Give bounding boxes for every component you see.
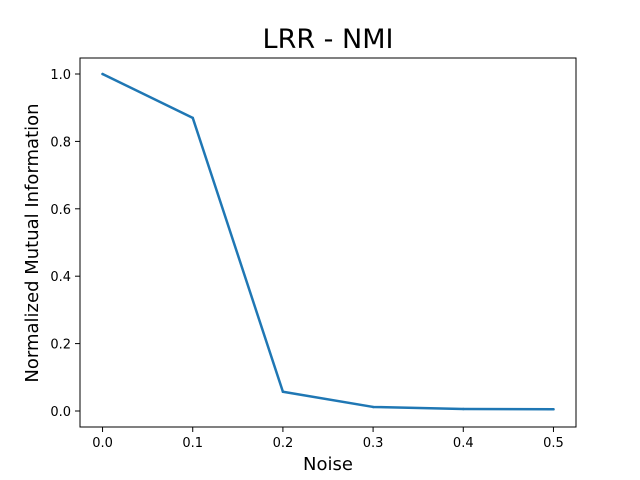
data-point <box>552 408 555 411</box>
plot-area-frame <box>79 57 577 428</box>
x-tick-label: 0.1 <box>182 436 203 451</box>
y-tick-label: 1.0 <box>50 68 71 83</box>
y-axis-label: Normalized Mutual Information <box>22 103 43 382</box>
x-axis-ticks: 0.0 0.1 0.2 0.3 0.4 0.5 <box>92 427 564 451</box>
series-points <box>101 72 555 411</box>
data-point <box>371 405 375 409</box>
y-tick-label: 0.4 <box>50 270 71 285</box>
data-point <box>281 390 285 394</box>
x-axis-label: Noise <box>303 454 353 475</box>
x-tick-label: 0.4 <box>453 436 474 451</box>
x-tick-label: 0.2 <box>273 436 294 451</box>
y-tick-label: 0.2 <box>50 338 71 353</box>
chart-title: LRR - NMI <box>263 24 394 55</box>
x-tick-label: 0.3 <box>363 436 384 451</box>
data-point <box>462 407 465 411</box>
y-tick-label: 0.0 <box>50 405 71 420</box>
y-tick-label: 0.6 <box>50 203 71 218</box>
x-tick-label: 0.5 <box>543 436 564 451</box>
data-point <box>101 72 104 76</box>
y-axis-ticks: 0.0 0.2 0.4 0.6 0.8 1.0 <box>50 68 80 420</box>
y-tick-label: 0.8 <box>50 135 71 150</box>
series-line-nmi <box>101 72 555 411</box>
data-point <box>191 116 194 120</box>
x-tick-label: 0.0 <box>92 436 113 451</box>
